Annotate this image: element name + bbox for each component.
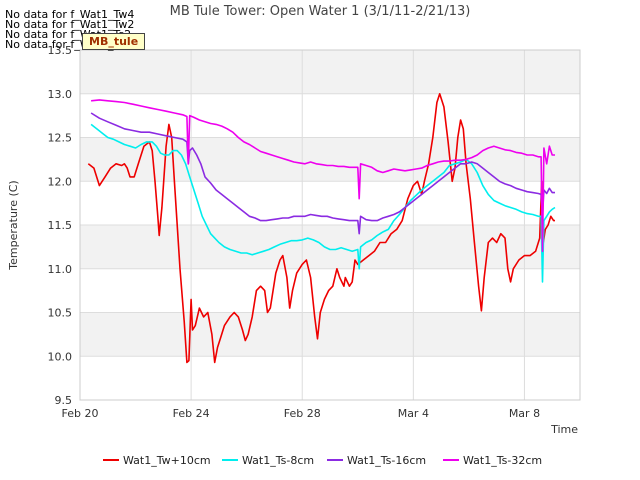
y-tick-label: 13.0	[48, 88, 73, 101]
legend-item: Wat1_Ts-8cm	[222, 454, 314, 467]
y-axis-label: Temperature (C)	[7, 180, 20, 270]
legend-label: Wat1_Ts-16cm	[347, 454, 427, 467]
legend-swatch	[443, 459, 459, 461]
y-tick-label: 9.5	[55, 394, 73, 407]
no-data-message: No data for f_Wat1_Tw4	[5, 8, 135, 21]
axis-ticks: 9.5 10.0 10.5 11.0 11.5 12.0 12.5 13.0 13.5 Feb 2…	[48, 44, 541, 420]
y-tick-label: 10.0	[48, 350, 73, 363]
y-tick-label: 13.5	[48, 44, 73, 57]
legend-swatch	[327, 459, 343, 461]
x-tick-label: Mar 4	[398, 407, 429, 420]
x-axis-label: Time	[550, 423, 578, 436]
x-tick-label: Feb 24	[173, 407, 210, 420]
x-tick-label: Feb 28	[284, 407, 321, 420]
series-group	[87, 93, 556, 364]
legend-swatch	[222, 459, 238, 461]
legend-item: Wat1_Tw+10cm	[103, 454, 211, 467]
background-band	[80, 50, 580, 94]
legend: Wat1_Tw+10cm Wat1_Ts-8cm Wat1_Ts-16cm Wa…	[0, 454, 640, 468]
no-data-message: No data for f_Wat1_Tw2	[5, 18, 135, 31]
legend-label: Wat1_Ts-8cm	[242, 454, 315, 467]
x-tick-label: Mar 8	[509, 407, 540, 420]
background-band	[80, 225, 580, 269]
series-line-wat1-ts-16cm	[90, 112, 555, 235]
y-tick-label: 10.5	[48, 307, 73, 320]
background-bands	[80, 50, 580, 357]
series-line-wat1-ts-32cm	[91, 99, 555, 253]
legend-label: Wat1_Ts-32cm	[463, 454, 543, 467]
legend-label: Wat1_Tw+10cm	[123, 454, 211, 467]
x-tick-label: Feb 20	[62, 407, 99, 420]
series-line-wat1-ts-8cm	[90, 123, 556, 283]
y-tick-label: 11.0	[48, 263, 73, 276]
legend-item: Wat1_Ts-16cm	[327, 454, 426, 467]
y-tick-label: 12.0	[48, 175, 73, 188]
y-tick-label: 12.5	[48, 132, 73, 145]
chart-title: MB Tule Tower: Open Water 1 (3/1/11-2/21…	[170, 4, 471, 19]
background-band	[80, 312, 580, 357]
series-line-wat1-tw-10cm	[87, 93, 555, 364]
background-band	[80, 137, 580, 182]
plot-frame	[79, 49, 581, 401]
legend-swatch	[103, 459, 119, 461]
y-tick-label: 11.5	[48, 219, 73, 232]
legend-item: Wat1_Ts-32cm	[443, 454, 542, 467]
tooltip-badge[interactable]: MB_tule	[82, 33, 146, 50]
